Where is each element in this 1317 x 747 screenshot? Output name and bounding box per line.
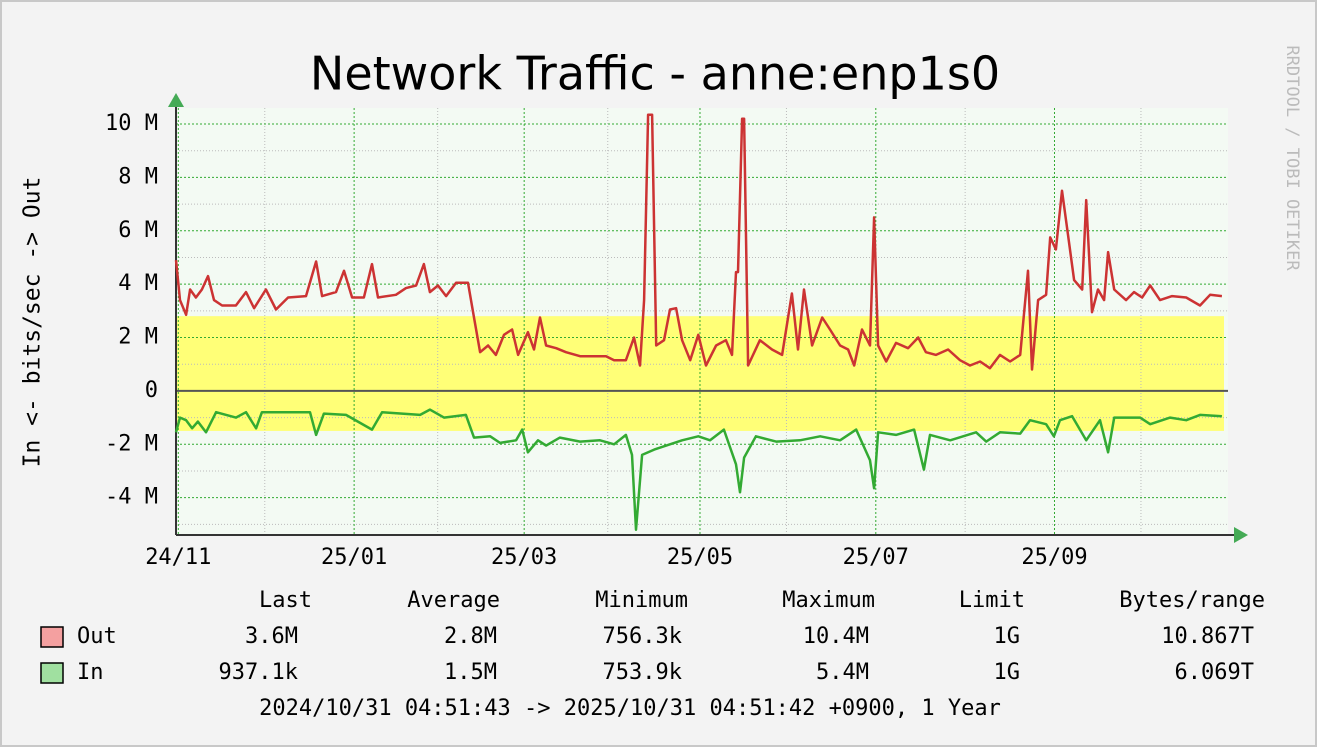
legend-name: Out bbox=[77, 624, 117, 649]
chart-title: Network Traffic - anne:enp1s0 bbox=[310, 47, 1000, 101]
legend-stat: 756.3k bbox=[603, 624, 682, 649]
x-tick-label: 24/11 bbox=[145, 545, 211, 570]
axis-arrow bbox=[1234, 527, 1248, 543]
legend-stat: 5.4M bbox=[816, 660, 869, 685]
legend-column-header: Average bbox=[407, 588, 500, 613]
y-tick-label: 8 M bbox=[118, 164, 158, 189]
legend-stat: 1.5M bbox=[444, 660, 497, 685]
footer: 2024/10/31 04:51:43 -> 2025/10/31 04:51:… bbox=[259, 696, 1001, 721]
legend-column-header: Limit bbox=[959, 588, 1025, 613]
watermark: RRDTOOL / TOBI OETIKER bbox=[1282, 45, 1302, 271]
legend-stat: 10.867T bbox=[1161, 624, 1254, 649]
series-line bbox=[174, 113, 1223, 371]
y-tick-label: 10 M bbox=[105, 111, 158, 136]
legend-stat: 753.9k bbox=[603, 660, 682, 685]
x-tick-label: 25/03 bbox=[491, 545, 557, 570]
x-tick-label: 25/01 bbox=[321, 545, 387, 570]
y-tick-label: -4 M bbox=[105, 485, 158, 510]
legend-stat: 1G bbox=[994, 660, 1021, 685]
x-tick-label: 25/05 bbox=[667, 545, 733, 570]
legend-column-header: Maximum bbox=[782, 588, 875, 613]
legend-stat: 3.6M bbox=[245, 624, 298, 649]
legend-column-header: Minimum bbox=[595, 588, 688, 613]
x-tick-label: 25/07 bbox=[843, 545, 909, 570]
legend-stat: 10.4M bbox=[803, 624, 869, 649]
legend-stat: 1G bbox=[994, 624, 1021, 649]
series-line bbox=[174, 408, 1222, 531]
legend-swatch bbox=[40, 626, 64, 648]
y-tick-label: 2 M bbox=[118, 325, 158, 350]
y-tick-label: 6 M bbox=[118, 218, 158, 243]
y-tick-label: 0 bbox=[145, 378, 158, 403]
legend-column-header: Bytes/range bbox=[1119, 588, 1265, 613]
legend-stat: 6.069T bbox=[1175, 660, 1254, 685]
legend-swatch bbox=[40, 662, 64, 684]
legend-column-header: Last bbox=[259, 588, 312, 613]
axis-arrow bbox=[168, 93, 184, 107]
legend-stat: 937.1k bbox=[219, 660, 298, 685]
x-tick-label: 25/09 bbox=[1021, 545, 1087, 570]
legend-name: In bbox=[77, 660, 104, 685]
y-tick-label: -2 M bbox=[105, 431, 158, 456]
y-axis-label: In <- bits/sec -> Out bbox=[20, 177, 46, 468]
y-tick-label: 4 M bbox=[118, 271, 158, 296]
legend-stat: 2.8M bbox=[444, 624, 497, 649]
